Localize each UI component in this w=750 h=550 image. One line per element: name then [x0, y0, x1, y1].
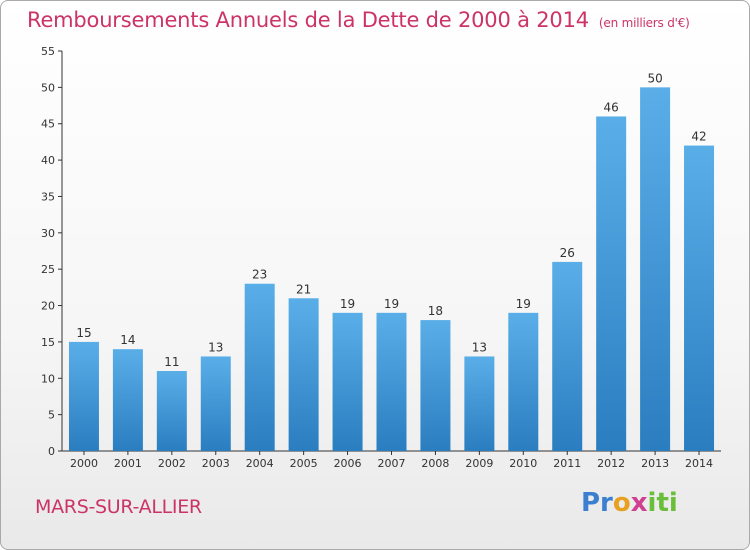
- proxiti-logo: Proxiti: [581, 488, 678, 518]
- x-tick-label: 2014: [685, 457, 713, 470]
- x-tick-label: 2005: [290, 457, 318, 470]
- chart-title: Remboursements Annuels de la Dette de 20…: [27, 8, 690, 32]
- bar: [508, 312, 539, 451]
- data-label: 19: [340, 297, 355, 311]
- data-label: 46: [604, 100, 619, 114]
- y-tick-label: 30: [41, 227, 55, 240]
- commune-name: MARS-SUR-ALLIER: [35, 496, 202, 518]
- bar: [332, 312, 363, 451]
- bar: [68, 341, 99, 451]
- x-tick-label: 2010: [509, 457, 537, 470]
- data-label: 42: [691, 130, 706, 144]
- data-label: 14: [120, 333, 135, 347]
- y-tick-label: 10: [41, 372, 55, 385]
- chart-unit: (en milliers d'€): [598, 16, 690, 30]
- y-tick-label: 50: [41, 81, 55, 94]
- bar: [156, 371, 187, 451]
- bar: [464, 356, 495, 451]
- data-label: 19: [516, 297, 531, 311]
- bar: [552, 261, 583, 451]
- x-tick-label: 2006: [334, 457, 362, 470]
- data-label: 21: [296, 282, 311, 296]
- x-tick-label: 2000: [70, 457, 98, 470]
- bar: [640, 87, 671, 451]
- x-tick-label: 2013: [641, 457, 669, 470]
- data-label: 26: [560, 246, 575, 260]
- bar: [420, 320, 451, 451]
- data-label: 11: [164, 355, 179, 369]
- x-tick-label: 2007: [378, 457, 406, 470]
- x-tick-label: 2002: [158, 457, 186, 470]
- chart-title-text: Remboursements Annuels de la Dette de 20…: [27, 8, 589, 32]
- bar: [112, 349, 143, 451]
- data-label: 13: [472, 340, 487, 354]
- bar: [244, 283, 275, 451]
- data-labels: 15 14 11 13 23 21 19 19 18 13 19 26 46 50 42: [76, 71, 706, 369]
- data-label: 50: [647, 71, 662, 85]
- bars: [68, 87, 715, 452]
- data-label: 15: [76, 326, 91, 340]
- y-tick-label: 20: [41, 300, 55, 313]
- bar: [288, 298, 319, 451]
- axes: 0 5 10 15 20 25 30 35 40 45 50 55 2000 2001 2002 2003 20…: [41, 45, 721, 470]
- data-label: 18: [428, 304, 443, 318]
- bar: [376, 312, 407, 451]
- x-tick-label: 2003: [202, 457, 230, 470]
- x-tick-label: 2001: [114, 457, 142, 470]
- data-label: 13: [208, 340, 223, 354]
- x-tick-label: 2012: [597, 457, 625, 470]
- data-label: 19: [384, 297, 399, 311]
- y-tick-label: 55: [41, 45, 55, 58]
- x-tick-label: 2011: [553, 457, 581, 470]
- y-tick-label: 40: [41, 154, 55, 167]
- bar: [684, 145, 715, 451]
- y-tick-label: 25: [41, 263, 55, 276]
- y-tick-label: 0: [48, 445, 55, 458]
- x-tick-label: 2004: [246, 457, 274, 470]
- y-tick-label: 5: [48, 409, 55, 422]
- y-tick-label: 15: [41, 336, 55, 349]
- data-label: 23: [252, 268, 267, 282]
- bar: [200, 356, 231, 451]
- y-tick-label: 35: [41, 190, 55, 203]
- y-tick-label: 45: [41, 118, 55, 131]
- x-tick-label: 2009: [465, 457, 493, 470]
- bar: [596, 116, 627, 452]
- x-tick-label: 2008: [421, 457, 449, 470]
